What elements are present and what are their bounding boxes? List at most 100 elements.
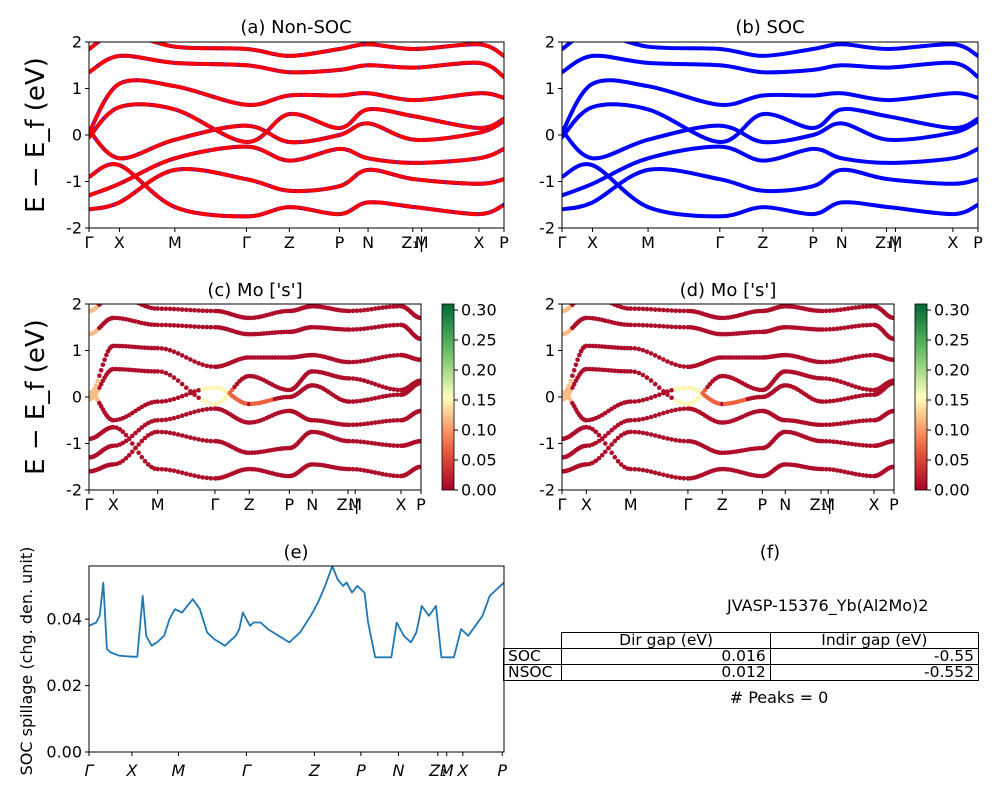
projection-point (820, 359, 825, 365)
projection-point (669, 324, 674, 330)
panel-d-xtick-label: X (581, 495, 592, 514)
projection-point (171, 431, 177, 436)
projection-point (179, 323, 185, 329)
projection-point (644, 323, 650, 328)
projection-point (383, 323, 389, 329)
projection-point (123, 432, 129, 438)
panel-c-xtick-label: Γ (85, 495, 94, 514)
panel-c-ytick-label: 1 (72, 341, 82, 360)
projection-point (175, 414, 181, 420)
projection-point (628, 369, 633, 374)
panel-d-xtick-label: M (624, 495, 638, 514)
projection-point (196, 324, 201, 330)
projection-point (657, 392, 662, 398)
projection-point (163, 467, 169, 472)
projection-point (628, 466, 633, 472)
projection-point (673, 407, 678, 413)
projection-point (827, 359, 833, 365)
projection-point (838, 421, 844, 426)
projection-point (417, 408, 421, 414)
projection-point (361, 326, 367, 332)
projection-point (184, 412, 189, 417)
projection-point (820, 327, 825, 332)
projection-point (171, 415, 177, 421)
panel-c-xtick-label: P (285, 495, 295, 514)
projection-point (632, 429, 638, 435)
projection-point (142, 435, 148, 441)
panel-b-xtick-label: Γ (558, 233, 567, 252)
projection-point (200, 308, 205, 314)
projection-point (358, 398, 363, 404)
projection-point (171, 349, 177, 355)
projection-point (681, 401, 687, 406)
projection-point (192, 436, 197, 441)
projection-point (648, 378, 654, 383)
projection-point (159, 417, 165, 423)
projection-point (665, 436, 670, 441)
projection-point (606, 445, 611, 451)
projection-point (114, 293, 119, 298)
panel-b-xtick-label: N (836, 233, 848, 252)
projection-point (354, 308, 360, 314)
projection-point (820, 422, 825, 428)
panel-e-xtick-label: M (172, 761, 186, 780)
projection-point (376, 324, 382, 330)
panel-c-title: (c) Mo ['s'] (207, 280, 302, 301)
projection-point (868, 322, 873, 328)
projection-point (163, 306, 169, 312)
projection-point (145, 462, 151, 467)
projection-point (669, 395, 674, 401)
colorbar-tick-label: 0.15 (934, 391, 970, 410)
projection-point (603, 441, 608, 446)
panel-d-ytick-label: 1 (545, 341, 555, 360)
projection-point (677, 308, 683, 314)
band-line (89, 144, 504, 198)
panel-d-xtick-label: Γ (558, 495, 567, 514)
projection-point (640, 467, 646, 473)
projection-point (827, 439, 833, 444)
projection-point (596, 456, 602, 461)
projection-point (571, 368, 577, 373)
projection-point (350, 308, 356, 314)
projection-point (98, 368, 104, 373)
projection-point (677, 386, 683, 391)
projection-point (838, 468, 844, 474)
projection-point (175, 432, 181, 437)
projection-point (104, 352, 109, 358)
projection-point (97, 373, 102, 379)
projection-point (827, 327, 833, 332)
projection-point (584, 366, 589, 372)
projection-point (380, 394, 385, 399)
projection-point (594, 294, 599, 299)
projection-point (361, 421, 367, 427)
projection-point (842, 396, 847, 402)
projection-point (387, 353, 393, 359)
projection-point (677, 400, 683, 405)
projection-point (853, 471, 858, 477)
projection-point (347, 376, 352, 381)
projection-point (838, 440, 844, 445)
projection-point (142, 458, 148, 464)
projection-point (95, 378, 100, 384)
panel-a-xtick-label: X (114, 233, 125, 252)
projection-point (856, 442, 862, 448)
projection-point (890, 357, 894, 362)
projection-point (864, 392, 869, 398)
projection-point (648, 395, 654, 401)
projection-point (188, 389, 193, 394)
projection-point (179, 353, 185, 358)
projection-point (606, 299, 611, 304)
projection-point (834, 439, 840, 445)
projection-point (192, 308, 197, 313)
band-line (562, 144, 978, 198)
projection-point (167, 322, 173, 328)
projection-point (612, 438, 618, 444)
projection-point (387, 304, 393, 310)
projection-point (577, 352, 582, 358)
projection-point (669, 361, 674, 366)
projection-point (842, 306, 847, 312)
projection-point (126, 452, 132, 458)
projection-point (179, 470, 185, 476)
band-ylabel-top: E − E_f (eV) (21, 57, 51, 213)
panel-a-xtick-label: N (362, 233, 374, 252)
